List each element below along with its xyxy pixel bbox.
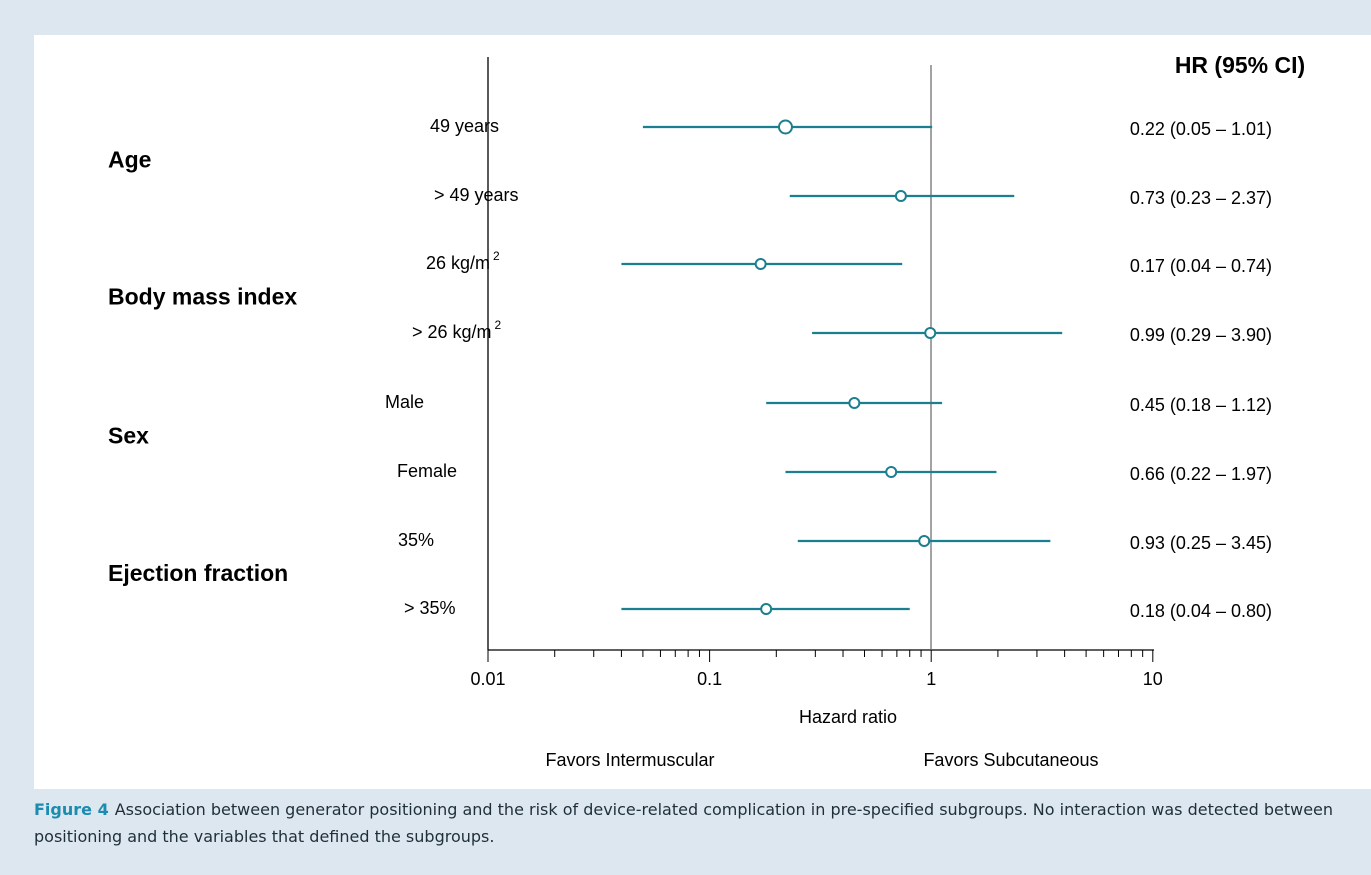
figure-panel: 0.01 0.1 1 10 Age 49 years 0.22 (0.05 – 1.01)… (34, 35, 1371, 789)
hr-point (894, 190, 907, 202)
favor-left-label: Favors Intermuscular (545, 750, 714, 770)
superscript: 2 (495, 318, 502, 332)
figure-caption: Figure 4 Association between generator po… (34, 796, 1354, 850)
hr-point (918, 535, 931, 547)
x-axis-tick-labels: 0.01 0.1 1 10 (470, 669, 1162, 689)
hr-point (885, 466, 898, 478)
hr-ci-value: 0.45 (0.18 – 1.12) (1130, 395, 1272, 415)
tick-label: 1 (926, 669, 936, 689)
caption-text: Association between generator positionin… (34, 800, 1334, 846)
hr-point (760, 603, 773, 615)
hr-ci-value: 0.22 (0.05 – 1.01) (1130, 119, 1272, 139)
subgroup-label: 49 years (430, 116, 499, 136)
forest-plot: 0.01 0.1 1 10 Age 49 years 0.22 (0.05 – 1.01)… (108, 52, 1305, 770)
superscript: 2 (493, 249, 500, 263)
tick-label: 0.1 (697, 669, 722, 689)
group-label: Ejection fraction (108, 560, 288, 586)
hr-point (848, 397, 861, 409)
hr-point (777, 119, 793, 135)
favor-right-label: Favors Subcutaneous (923, 750, 1098, 770)
tick-label: 0.01 (470, 669, 505, 689)
hr-point (754, 258, 767, 270)
tick-label: 10 (1143, 669, 1163, 689)
subgroup-label: 26 kg/m 2 (426, 249, 500, 273)
subgroup-label: > 35% (404, 598, 456, 618)
x-axis-ticks (487, 650, 1154, 662)
group-label: Body mass index (108, 284, 297, 310)
hr-ci-value: 0.18 (0.04 – 0.80) (1130, 601, 1272, 621)
group-label: Sex (108, 423, 149, 449)
subgroup-label: > 49 years (434, 185, 519, 205)
subgroup-label: Female (397, 461, 457, 481)
subgroup-label: 35% (398, 530, 434, 550)
figure-label: Figure 4 (34, 800, 109, 819)
x-axis-label: Hazard ratio (799, 707, 897, 727)
group-label: Age (108, 147, 151, 173)
subgroup-label: Male (385, 392, 424, 412)
hr-point (924, 327, 937, 339)
hr-ci-value: 0.73 (0.23 – 2.37) (1130, 188, 1272, 208)
hr-ci-value: 0.66 (0.22 – 1.97) (1130, 464, 1272, 484)
forest-marks (621, 119, 1063, 615)
row-labels: Age 49 years 0.22 (0.05 – 1.01) > 49 years 0… (108, 116, 1272, 621)
ci-header: HR (95% CI) (1175, 52, 1305, 78)
subgroup-label: > 26 kg/m 2 (412, 318, 502, 342)
hr-ci-value: 0.99 (0.29 – 3.90) (1130, 325, 1272, 345)
hr-ci-value: 0.17 (0.04 – 0.74) (1130, 256, 1272, 276)
hr-ci-value: 0.93 (0.25 – 3.45) (1130, 533, 1272, 553)
